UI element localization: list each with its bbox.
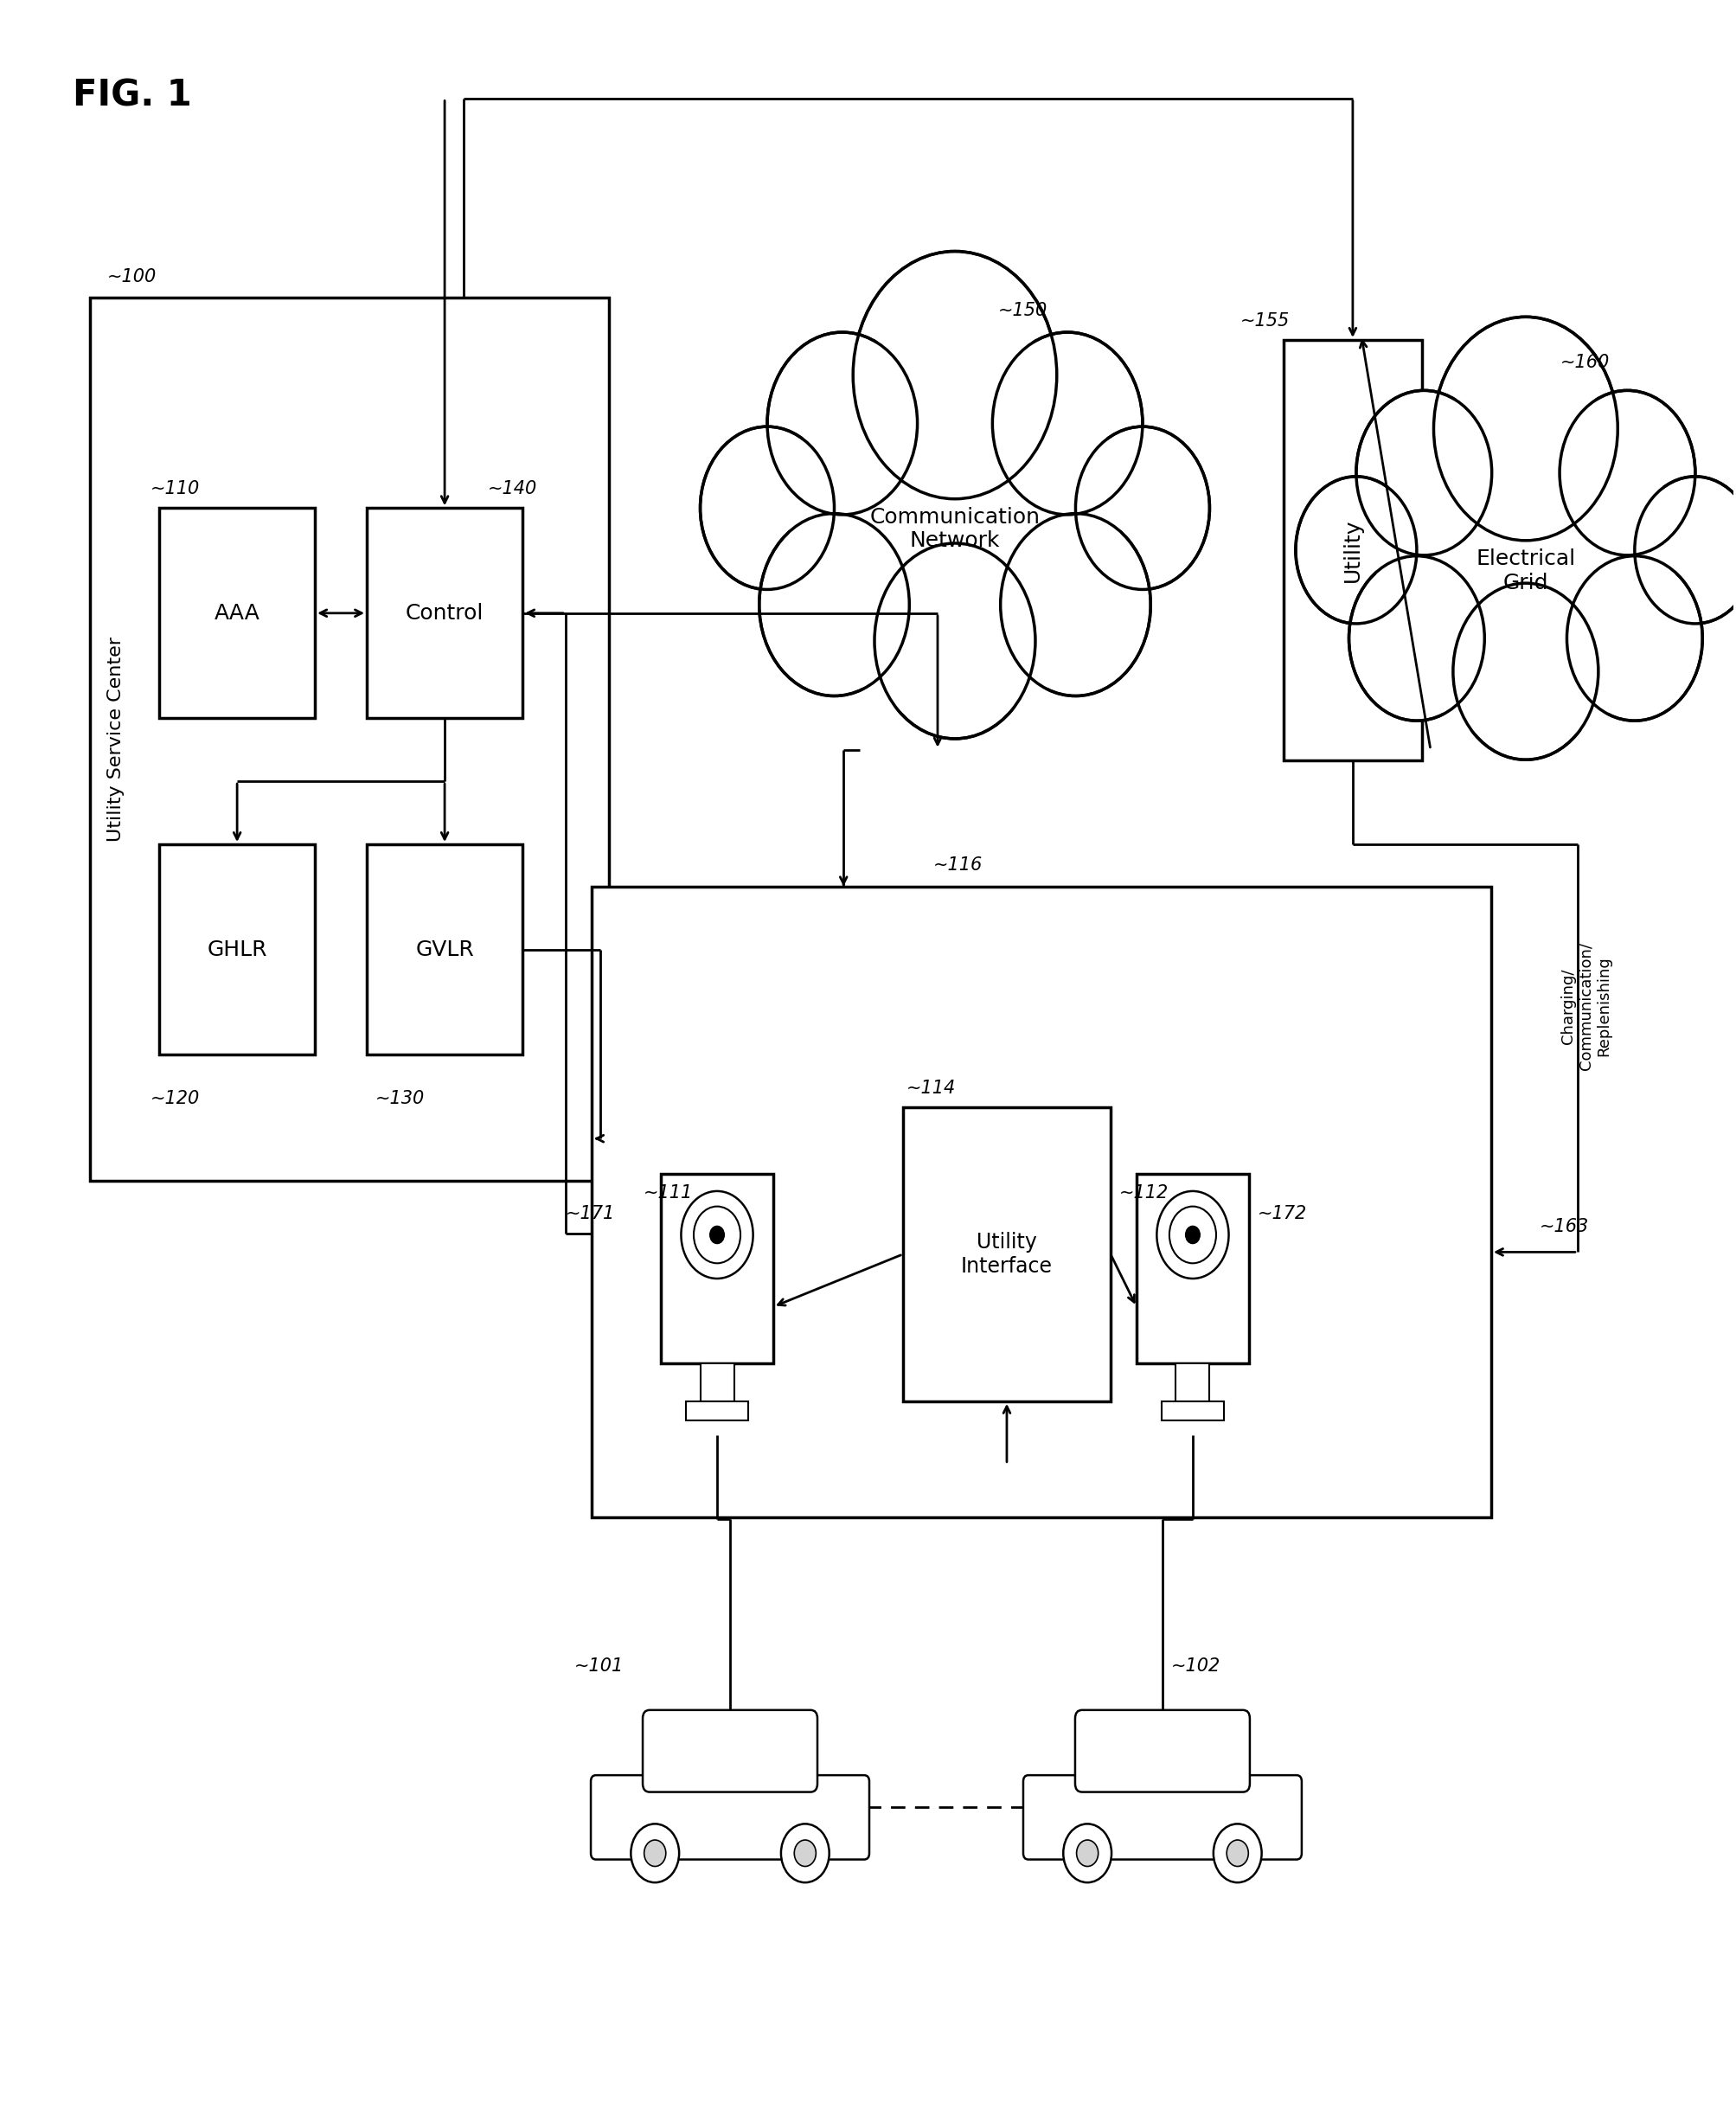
FancyBboxPatch shape [592,886,1491,1516]
Circle shape [630,1824,679,1883]
Circle shape [1375,380,1675,744]
Circle shape [1075,426,1208,591]
Text: ~116: ~116 [932,856,983,873]
FancyBboxPatch shape [1175,1362,1208,1400]
Text: FIG. 1: FIG. 1 [73,78,193,114]
Text: GHLR: GHLR [207,939,267,960]
Text: AAA: AAA [214,603,260,624]
FancyBboxPatch shape [660,1175,773,1362]
Text: ~101: ~101 [575,1658,623,1675]
Circle shape [1213,1824,1260,1883]
FancyBboxPatch shape [642,1710,818,1793]
Circle shape [1226,1839,1248,1866]
Text: Utility
Interface: Utility Interface [960,1232,1052,1276]
Text: ~120: ~120 [151,1090,200,1107]
Text: Utility Service Center: Utility Service Center [108,637,125,841]
Circle shape [788,318,1120,721]
FancyBboxPatch shape [590,1776,868,1860]
FancyBboxPatch shape [366,508,523,719]
Circle shape [681,1192,753,1278]
FancyBboxPatch shape [90,297,609,1181]
Circle shape [1062,1824,1111,1883]
Circle shape [781,1824,828,1883]
Circle shape [1168,1206,1215,1263]
Circle shape [1156,1192,1227,1278]
Text: ~140: ~140 [488,481,536,498]
Text: ~130: ~130 [375,1090,425,1107]
Circle shape [1186,1225,1200,1244]
Text: ~171: ~171 [566,1206,615,1223]
Text: ~112: ~112 [1118,1185,1168,1202]
Circle shape [1356,390,1491,555]
Circle shape [1566,557,1701,721]
FancyBboxPatch shape [1161,1400,1224,1419]
Text: ~172: ~172 [1257,1206,1307,1223]
Circle shape [767,333,917,515]
Circle shape [700,426,833,591]
Text: Utility: Utility [1342,519,1363,582]
FancyBboxPatch shape [1283,340,1422,759]
FancyBboxPatch shape [686,1400,748,1419]
FancyBboxPatch shape [700,1362,734,1400]
Circle shape [873,544,1035,738]
Circle shape [1453,584,1597,759]
Circle shape [1432,316,1616,540]
Text: Communication
Network: Communication Network [870,506,1040,550]
Text: GVLR: GVLR [415,939,474,960]
Text: ~100: ~100 [108,268,156,285]
FancyBboxPatch shape [1135,1175,1248,1362]
Text: ~150: ~150 [998,302,1047,318]
Text: ~155: ~155 [1240,312,1290,329]
Circle shape [759,512,910,696]
FancyBboxPatch shape [366,844,523,1054]
Text: ~114: ~114 [906,1080,955,1097]
Circle shape [1634,477,1736,624]
Circle shape [1000,512,1149,696]
Circle shape [852,251,1055,500]
Circle shape [1559,390,1694,555]
Circle shape [693,1206,740,1263]
FancyBboxPatch shape [903,1107,1109,1400]
Circle shape [991,333,1142,515]
Text: ~102: ~102 [1170,1658,1220,1675]
Text: Charging/
Communication/
Replenishing: Charging/ Communication/ Replenishing [1559,943,1611,1069]
Text: Electrical
Grid: Electrical Grid [1476,548,1575,593]
Text: Control: Control [406,603,484,624]
Text: ~163: ~163 [1538,1219,1588,1236]
Text: ~111: ~111 [644,1185,693,1202]
Circle shape [1349,557,1484,721]
FancyBboxPatch shape [160,508,314,719]
FancyBboxPatch shape [1023,1776,1300,1860]
Text: ~160: ~160 [1559,354,1609,371]
Circle shape [644,1839,665,1866]
Circle shape [1076,1839,1097,1866]
Circle shape [793,1839,816,1866]
FancyBboxPatch shape [160,844,314,1054]
Circle shape [1295,477,1417,624]
Text: ~110: ~110 [151,481,200,498]
FancyBboxPatch shape [1075,1710,1250,1793]
Circle shape [710,1225,724,1244]
